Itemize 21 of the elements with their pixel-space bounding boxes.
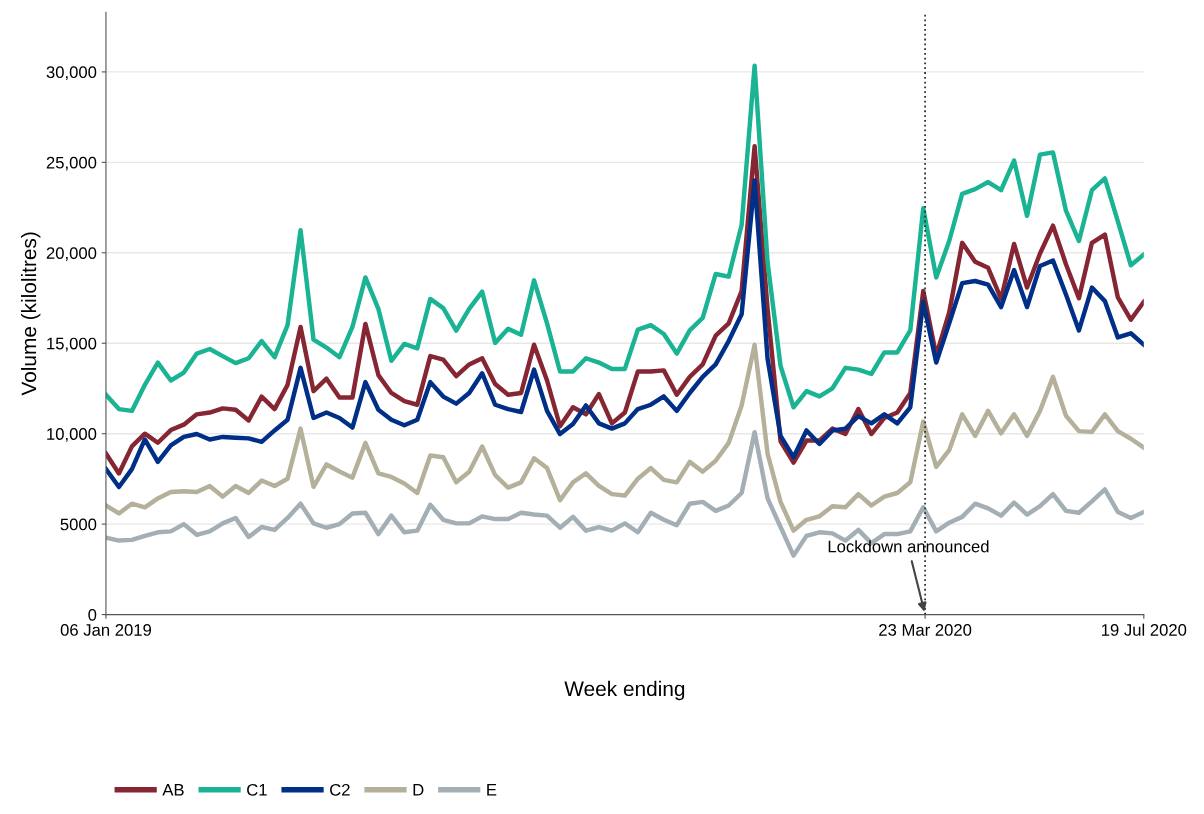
y-tick-label: 5000 [60, 518, 97, 531]
x-tick-label: 23 Mar 2020 [879, 624, 972, 636]
x-axis-title: Week ending [564, 680, 685, 701]
y-tick-label: 10,000 [47, 428, 97, 442]
legend-label: C2 [330, 783, 350, 796]
x-tick-label: 06 Jan 2019 [60, 624, 152, 636]
legend-label: E [487, 784, 497, 796]
y-tick-label: 25,000 [46, 156, 97, 171]
legend-label: D [413, 784, 424, 796]
ref-line-label: Lockdown announced [828, 540, 989, 553]
y-tick-label: 15,000 [47, 337, 97, 352]
line-series [105, 63, 1144, 414]
legend-label: C1 [247, 783, 267, 796]
y-tick-label: 0 [88, 608, 97, 621]
line-series [105, 342, 1144, 533]
legend-label: AB [162, 784, 184, 796]
x-tick-label: 19 Jul 2020 [1101, 623, 1187, 636]
line-series [105, 430, 1144, 558]
y-tick-label: 30,000 [46, 66, 97, 81]
y-axis-title: Volume (kilolitres) [20, 232, 41, 396]
y-tick-label: 20,000 [46, 247, 97, 261]
